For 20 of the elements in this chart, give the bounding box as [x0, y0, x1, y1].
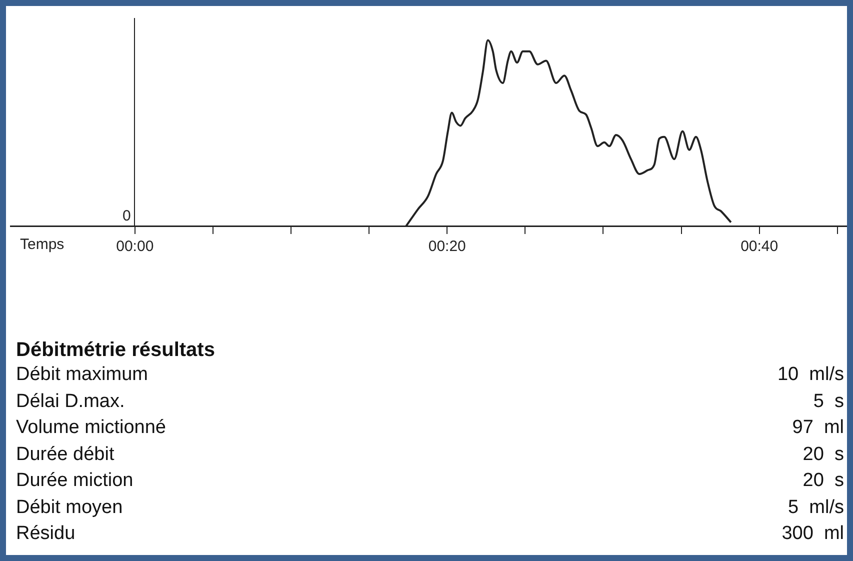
- text: Délai D.max.: [16, 390, 125, 414]
- text: 5 ml/s: [788, 496, 844, 520]
- text: Volume mictionné: [16, 416, 166, 440]
- annotation: 0: [122, 208, 131, 225]
- text: 300 ml: [782, 522, 844, 546]
- text: Durée débit: [16, 442, 114, 466]
- x-tick-label: 00:20: [428, 238, 466, 256]
- x-tick-label: 00:00: [116, 238, 154, 256]
- text: 20 s: [802, 469, 844, 493]
- x-axis-title: Temps: [20, 236, 64, 253]
- text: Résidu: [16, 522, 76, 546]
- text: Débit maximum: [16, 363, 148, 387]
- text: Débit moyen: [16, 496, 123, 520]
- text: 10 ml/s: [777, 363, 844, 387]
- x-tick-label: 00:40: [740, 238, 778, 256]
- text: Durée miction: [16, 469, 134, 493]
- text: 20 s: [802, 442, 844, 466]
- text: 97 ml: [792, 416, 844, 440]
- text: Débitmétrie résultats: [16, 338, 216, 362]
- text: 5 s: [813, 390, 844, 414]
